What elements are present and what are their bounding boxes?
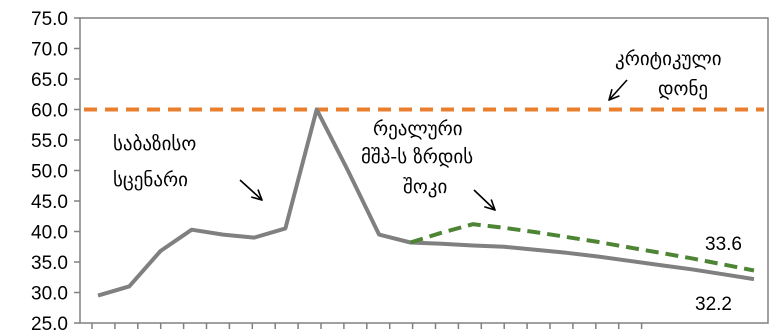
annotation-critical-line1: კრიტიკული [615,48,722,70]
shock-series-line [409,222,755,273]
y-tick-label: 75.0 [31,9,68,30]
y-tick-label: 35.0 [31,253,68,274]
y-tick-label: 55.0 [31,131,68,152]
y-tick-label: 30.0 [31,284,68,305]
y-tick-label: 45.0 [31,192,68,213]
y-tick-label: 40.0 [31,223,68,244]
y-tick-label: 65.0 [31,70,68,91]
baseline-series-line [97,107,755,298]
x-axis [91,323,643,329]
annotation-shock-line2: მშპ-ს ზრდის [361,146,473,168]
annotation-baseline-line1: საბაზისო [113,133,196,155]
y-tick-label: 50.0 [31,162,68,183]
data-label-shock-end: 33.6 [705,234,742,255]
shock-annotation-arrow [473,189,495,210]
annotation-shock-line3: შოკი [403,176,447,198]
y-tick-label: 60.0 [31,101,68,122]
data-label-baseline-end: 32.2 [695,294,732,315]
annotation-baseline-line2: სცენარი [113,169,188,191]
y-tick-label: 25.0 [31,314,68,334]
annotation-shock-line1: რეალური [373,118,463,140]
annotation-critical-line2: დონე [658,78,708,100]
critical-annotation-arrow [609,79,628,100]
y-axis: 25.0 30.0 35.0 40.0 45.0 50.0 55.0 60.0 65.0 70.0… [31,9,80,334]
baseline-annotation-arrow [239,179,262,200]
y-tick-label: 70.0 [31,40,68,61]
